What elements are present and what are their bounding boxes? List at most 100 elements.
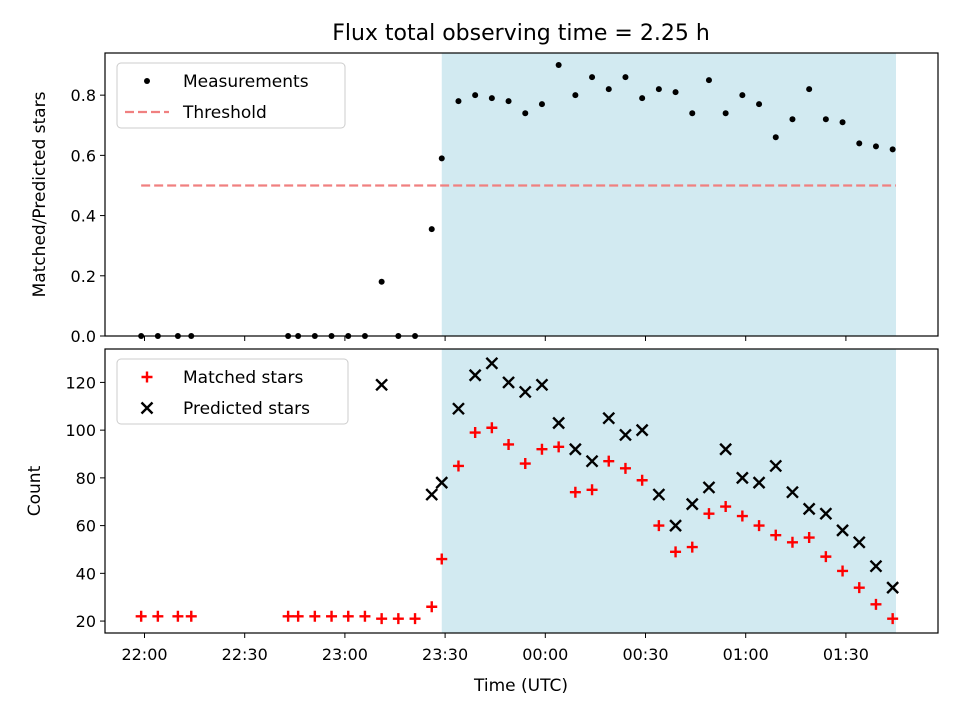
data-point (689, 110, 696, 117)
data-point (569, 442, 582, 456)
data-point (887, 613, 899, 625)
data-point (719, 442, 733, 456)
data-point (819, 507, 833, 521)
legend-label: Matched stars (183, 368, 303, 388)
data-point (518, 385, 532, 399)
legend-label: Predicted stars (183, 399, 310, 419)
data-point (736, 471, 749, 485)
highlight-span (441, 349, 896, 633)
data-point (622, 74, 629, 81)
data-point (869, 559, 883, 573)
y-tick-label: 60 (76, 517, 96, 536)
data-point (822, 116, 829, 123)
data-point (428, 226, 435, 233)
data-point (853, 582, 865, 594)
data-point (152, 610, 164, 622)
series-predicted-stars (375, 356, 900, 595)
data-point (655, 86, 662, 93)
y-tick-label: 0.8 (71, 86, 96, 105)
data-point (572, 92, 579, 99)
data-point (803, 532, 815, 544)
data-point (752, 476, 766, 489)
data-point (836, 524, 849, 537)
data-point (282, 610, 294, 622)
data-point (585, 454, 599, 468)
data-point (452, 402, 465, 416)
y-axis-label: Count (25, 465, 45, 516)
data-point (375, 378, 388, 392)
x-tick-label: 01:00 (723, 645, 769, 664)
data-point (436, 553, 448, 565)
legend-label: Measurements (183, 72, 309, 92)
y-tick-label: 0.2 (71, 267, 96, 286)
data-point (802, 502, 816, 516)
data-point (722, 110, 729, 117)
data-point (589, 74, 596, 81)
data-point (376, 613, 388, 625)
data-point (789, 116, 796, 123)
data-point (586, 484, 598, 496)
data-point (872, 143, 879, 150)
plot-frame (104, 52, 939, 337)
panel-count: 20 40 60 80 100 120 22:00 22:30 23:00 23:30 00:00 0… (25, 348, 939, 664)
data-point (856, 140, 863, 147)
data-point (636, 474, 648, 486)
data-point (326, 610, 338, 622)
data-point (485, 356, 499, 370)
highlight-span (441, 53, 896, 336)
y-tick-label: 100 (65, 421, 96, 440)
x-tick-label: 01:30 (823, 645, 869, 664)
data-point (786, 485, 799, 499)
data-point (603, 455, 615, 467)
data-point (359, 610, 371, 622)
data-point (488, 95, 495, 102)
legend: Measurements Threshold (116, 62, 346, 129)
data-point (135, 610, 147, 622)
data-point (552, 416, 566, 430)
data-point (425, 488, 439, 501)
data-point (889, 146, 896, 153)
x-tick-label: 22:00 (121, 645, 167, 664)
data-point (538, 101, 545, 108)
series-measurements (138, 62, 896, 339)
x-tick-label: 00:00 (522, 645, 568, 664)
data-point (469, 427, 481, 439)
data-point (652, 488, 666, 501)
legend-box (116, 62, 346, 129)
y-tick-label: 0.4 (71, 207, 96, 226)
data-point (452, 460, 464, 472)
data-point (505, 98, 512, 105)
data-point (455, 98, 462, 105)
legend-marker (140, 401, 154, 415)
data-point (605, 86, 612, 93)
data-point (602, 411, 616, 425)
legend: Matched stars Predicted stars (116, 358, 349, 425)
y-tick-label: 80 (76, 469, 96, 488)
data-point (535, 378, 549, 392)
legend-marker (144, 78, 150, 84)
panel-ratio: 0.0 0.2 0.4 0.6 0.8 Matched/Predicted stars Me… (30, 52, 939, 346)
data-point (619, 462, 631, 474)
data-point (739, 92, 746, 99)
data-point (786, 536, 798, 548)
data-point (536, 443, 548, 455)
y-tick-label: 0.6 (71, 146, 96, 165)
data-point (438, 155, 445, 162)
x-tick-label: 23:00 (322, 645, 368, 664)
data-point (852, 535, 866, 549)
data-point (553, 441, 565, 453)
data-point (569, 486, 581, 498)
chart-title: Flux total observing time = 2.25 h (332, 21, 710, 46)
data-point (806, 86, 813, 93)
data-point (720, 501, 732, 513)
series-matched-stars (135, 422, 899, 625)
data-point (619, 428, 632, 442)
data-point (378, 278, 385, 285)
data-point (172, 610, 184, 622)
legend-marker (141, 371, 153, 383)
data-point (886, 581, 900, 595)
data-point (686, 541, 698, 553)
x-tick-label: 22:30 (222, 645, 268, 664)
data-point (653, 520, 665, 532)
